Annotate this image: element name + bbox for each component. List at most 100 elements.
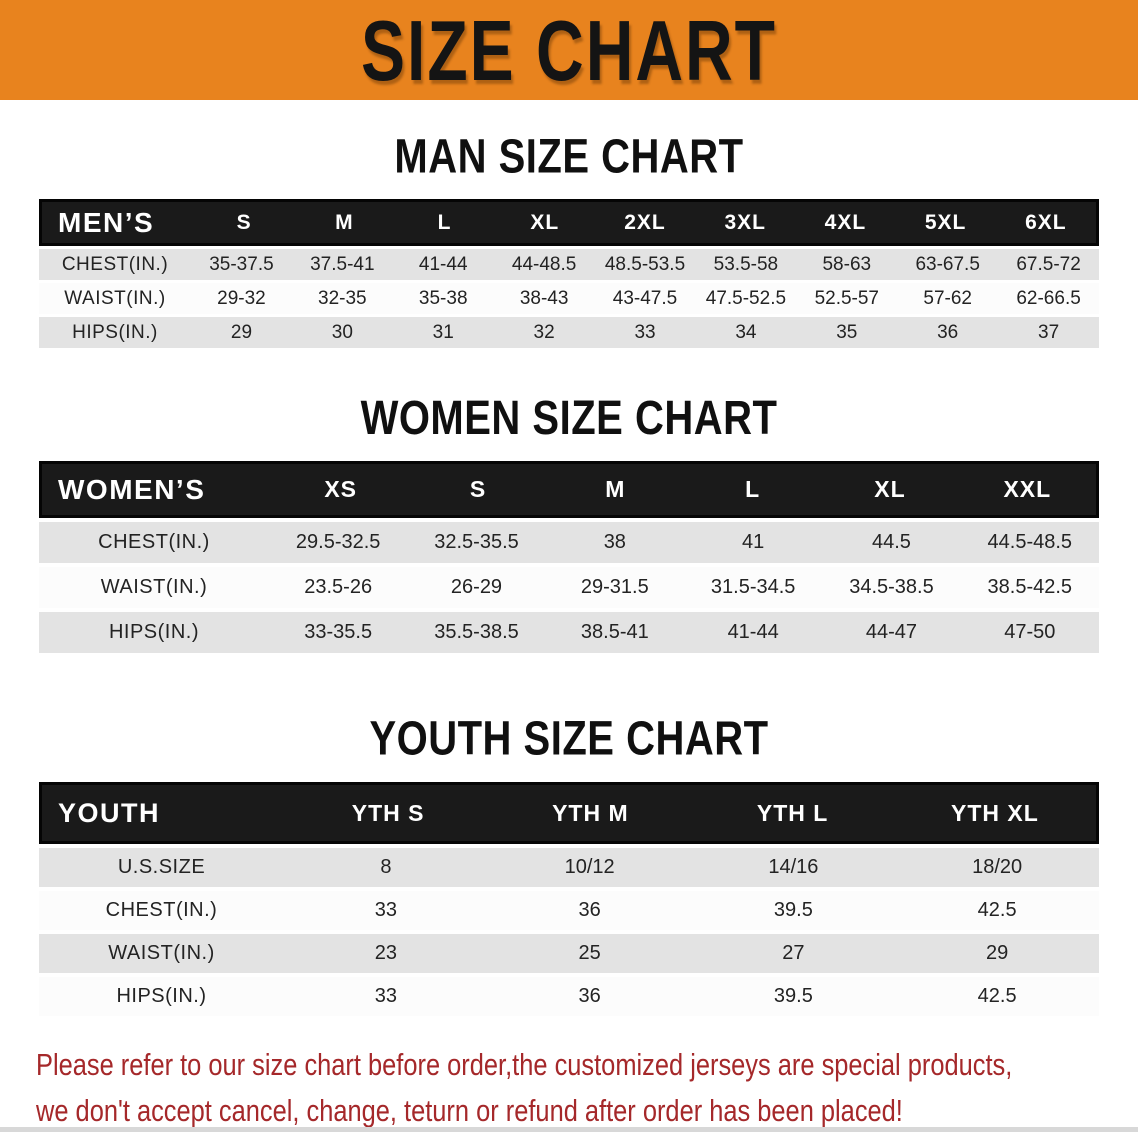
size-value-cell: 32-35 — [318, 287, 367, 309]
size-column-header: S — [469, 476, 487, 502]
size-column-header: XL — [530, 210, 560, 234]
size-value-cell: 44.5-48.5 — [987, 531, 1073, 553]
table-row: CHEST(IN.) 33 36 39.5 42.5 — [39, 891, 1099, 930]
table-row: HIPS(IN.) 33-35.5 35.5-38.5 38.5-41 41-44 44-… — [39, 612, 1099, 653]
size-column-header: 4XL — [824, 210, 867, 234]
section-women: WOMEN SIZE CHART WOMEN’S XS S M L XL XXL CHEST(… — [0, 348, 1138, 653]
size-value-cell: 29.5-32.5 — [295, 531, 381, 553]
size-value-cell: 34 — [735, 321, 757, 343]
measurement-row-label: CHEST(IN.) — [98, 531, 210, 553]
bottom-edge-strip — [0, 1127, 1138, 1132]
size-value-cell: 32 — [533, 321, 555, 343]
size-column-header: L — [745, 476, 761, 502]
size-value-cell: 36 — [578, 985, 601, 1007]
size-value-cell: 35.5-38.5 — [434, 621, 519, 643]
size-value-cell: 36 — [578, 899, 601, 921]
size-value-cell: 37 — [1038, 321, 1060, 343]
table-row: WAIST(IN.) 23.5-26 26-29 29-31.5 31.5-34.5 34… — [39, 567, 1099, 608]
size-value-cell: 57-62 — [923, 287, 972, 309]
size-value-cell: 37.5-41 — [310, 253, 375, 275]
size-value-cell: 41-44 — [727, 621, 779, 643]
measurement-row-label: HIPS(IN.) — [116, 985, 207, 1007]
size-value-cell: 58-63 — [822, 253, 872, 275]
size-column-header: YTH L — [756, 799, 829, 826]
size-column-header: S — [236, 210, 252, 234]
size-value-cell: 25 — [578, 942, 601, 964]
size-value-cell: 38.5-41 — [580, 621, 649, 643]
size-value-cell: 33 — [634, 321, 656, 343]
size-value-cell: 38.5-42.5 — [987, 576, 1073, 598]
table-header-label: WOMEN’S — [58, 473, 206, 505]
section-youth: YOUTH SIZE CHART YOUTH YTH S YTH M YTH L YTH… — [0, 653, 1138, 1016]
size-value-cell: 47-50 — [1004, 621, 1056, 643]
size-value-cell: 44-48.5 — [511, 253, 577, 275]
disclaimer: Please refer to our size chart before or… — [36, 1042, 1138, 1134]
table-header-row: WOMEN’S XS S M L XL XXL — [39, 461, 1099, 518]
size-column-header: YTH M — [552, 799, 629, 826]
size-value-cell: 67.5-72 — [1016, 253, 1081, 275]
women-size-table: WOMEN’S XS S M L XL XXL CHEST(IN.) 29.5-32.5 32.5… — [39, 461, 1099, 653]
table-header-label: YOUTH — [58, 797, 160, 828]
size-value-cell: 33 — [374, 899, 397, 921]
women-section-title: WOMEN SIZE CHART — [360, 391, 778, 445]
size-column-header: 2XL — [624, 210, 666, 234]
size-column-header: YTH XL — [950, 799, 1039, 826]
table-row: HIPS(IN.) 29 30 31 32 33 34 35 36 37 — [39, 317, 1099, 348]
measurement-row-label: WAIST(IN.) — [108, 942, 215, 964]
size-value-cell: 27 — [782, 942, 805, 964]
size-value-cell: 41-44 — [418, 253, 468, 275]
page-title: SIZE CHART — [361, 1, 777, 99]
size-value-cell: 26-29 — [450, 576, 503, 598]
size-column-header: M — [335, 210, 354, 234]
men-section-title: MAN SIZE CHART — [394, 130, 744, 184]
table-row: WAIST(IN.) 29-32 32-35 35-38 38-43 43-47.5 47.… — [39, 283, 1099, 314]
size-value-cell: 35-38 — [418, 287, 468, 309]
size-column-header: XS — [324, 476, 357, 502]
size-column-header: YTH S — [351, 799, 425, 826]
measurement-row-label: CHEST(IN.) — [105, 899, 218, 921]
size-value-cell: 32.5-35.5 — [434, 531, 519, 553]
size-column-header: 5XL — [924, 210, 967, 234]
size-column-header: 6XL — [1025, 210, 1067, 234]
size-value-cell: 44-47 — [865, 621, 918, 643]
size-value-cell: 53.5-58 — [713, 253, 779, 275]
size-value-cell: 23.5-26 — [304, 576, 373, 598]
size-value-cell: 33 — [374, 985, 397, 1007]
youth-section-title: YOUTH SIZE CHART — [369, 712, 769, 766]
size-value-cell: 31.5-34.5 — [710, 576, 796, 598]
size-column-header: 3XL — [724, 210, 766, 234]
size-value-cell: 35-37.5 — [209, 253, 274, 275]
size-value-cell: 44.5 — [872, 531, 911, 553]
table-row: U.S.SIZE 8 10/12 14/16 18/20 — [39, 848, 1099, 887]
size-value-cell: 8 — [380, 856, 392, 878]
measurement-row-label: HIPS(IN.) — [108, 621, 200, 643]
size-value-cell: 42.5 — [977, 899, 1017, 921]
measurement-row-label: WAIST(IN.) — [100, 576, 208, 598]
measurement-row-label: CHEST(IN.) — [61, 253, 169, 275]
section-men: MAN SIZE CHART MEN’S S M L XL 2XL 3XL 4XL 5XL 6XL… — [0, 100, 1138, 348]
size-value-cell: 63-67.5 — [915, 253, 980, 275]
table-header-row: MEN’S S M L XL 2XL 3XL 4XL 5XL 6XL — [39, 199, 1099, 246]
table-row: WAIST(IN.) 23 25 27 29 — [39, 934, 1099, 973]
size-column-header: M — [605, 476, 626, 502]
size-value-cell: 42.5 — [977, 985, 1017, 1007]
table-header-label: MEN’S — [58, 206, 155, 238]
size-value-cell: 30 — [331, 321, 353, 343]
size-column-header: XXL — [1003, 476, 1052, 502]
size-value-cell: 41 — [742, 531, 765, 553]
men-size-table: MEN’S S M L XL 2XL 3XL 4XL 5XL 6XL CHEST(IN.) 35-37… — [39, 199, 1099, 348]
size-value-cell: 35 — [836, 321, 858, 343]
size-value-cell: 29-32 — [217, 287, 266, 309]
table-row: CHEST(IN.) 35-37.5 37.5-41 41-44 44-48.5 48.5… — [39, 249, 1099, 280]
size-value-cell: 47.5-52.5 — [705, 287, 787, 309]
size-value-cell: 36 — [937, 321, 959, 343]
table-row: CHEST(IN.) 29.5-32.5 32.5-35.5 38 41 44.5 44.5… — [39, 522, 1099, 563]
size-value-cell: 38 — [603, 531, 626, 553]
measurement-row-label: HIPS(IN.) — [72, 321, 158, 343]
size-value-cell: 52.5-57 — [814, 287, 880, 309]
banner: SIZE CHART — [0, 0, 1138, 100]
disclaimer-line-1: Please refer to our size chart before or… — [36, 1047, 1013, 1082]
size-column-header: L — [437, 210, 452, 234]
size-value-cell: 14/16 — [768, 856, 819, 878]
